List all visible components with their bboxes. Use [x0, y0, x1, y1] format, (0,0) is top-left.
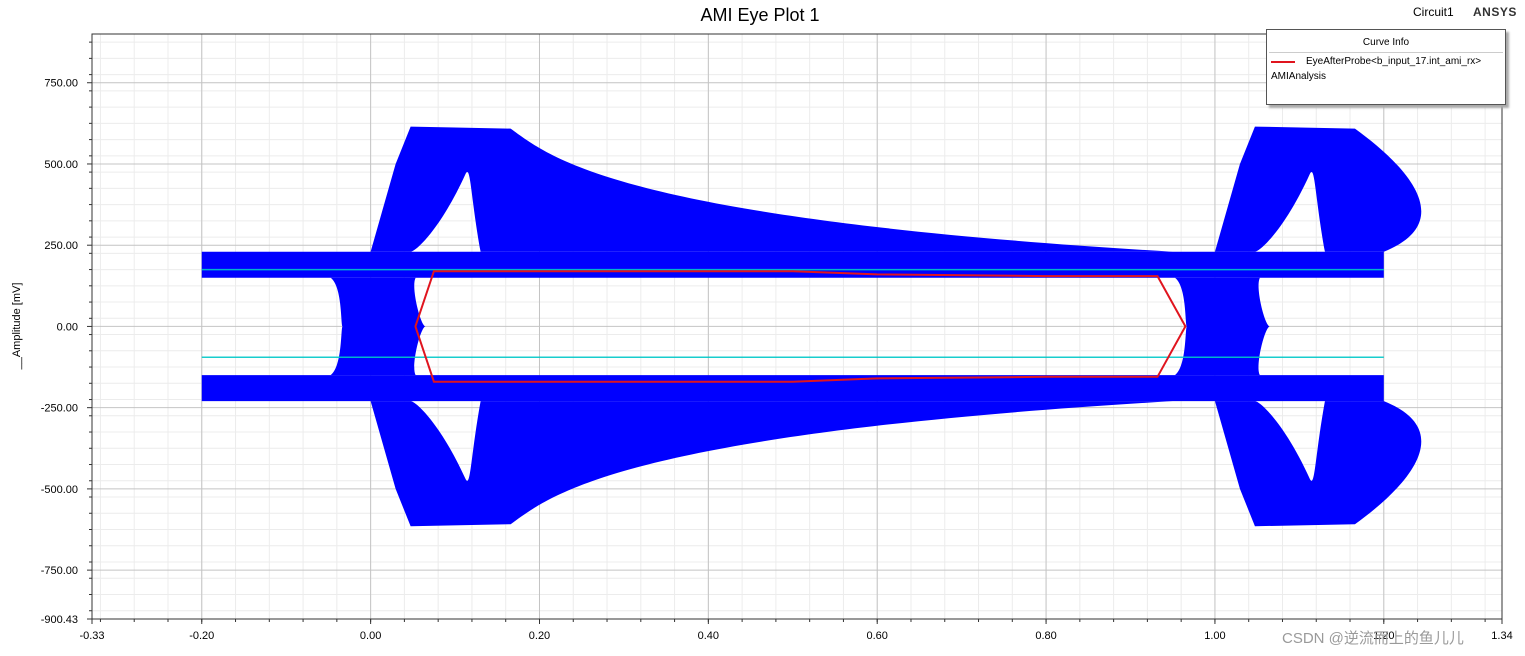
x-tick-label: -0.20: [189, 630, 214, 642]
legend-subentry-label: AMIAnalysis: [1271, 71, 1327, 82]
eye-upper-rail: [201, 251, 1384, 278]
series-point: [792, 380, 794, 383]
legend-entry-label: EyeAfterProbe<b_input_17.int_ami_rx>: [1306, 56, 1482, 67]
y-tick-label: -500.00: [41, 484, 78, 496]
legend-divider: [1269, 52, 1503, 53]
eye-diagram: [201, 126, 1422, 527]
eye-overshoot-right-bottom: [1214, 401, 1422, 527]
series-point: [433, 380, 435, 383]
grid: [91, 34, 1503, 620]
x-tick-label: 1.00: [1204, 630, 1225, 642]
series-point: [1045, 275, 1047, 277]
y-tick-label: 500.00: [44, 159, 78, 171]
eye-overshoot-right-top: [1214, 126, 1422, 252]
y-tick-label: 250.00: [44, 240, 78, 252]
y-tick-label: 0.00: [57, 321, 78, 333]
x-tick-label: -0.33: [79, 630, 104, 642]
series-point: [1156, 376, 1159, 378]
series-point: [1045, 376, 1047, 378]
y-tick-label: -900.43: [41, 614, 78, 626]
series-point: [414, 325, 417, 328]
legend-entry[interactable]: EyeAfterProbe<b_input_17.int_ami_rx>: [1267, 56, 1505, 70]
x-tick-label: 1.20: [1373, 630, 1394, 642]
x-tick-label: 0.40: [698, 630, 719, 642]
x-tick-label: 0.00: [360, 630, 381, 642]
y-axis-label: __Amplitude [mV]: [11, 283, 23, 371]
eye-overshoot-left-bottom: [370, 401, 1173, 527]
eye-crossing-right: [1174, 277, 1270, 376]
legend-swatch: [1271, 61, 1295, 63]
x-tick-label: 0.20: [529, 630, 550, 642]
x-axis: -0.33 -0.20 0.00 0.20 0.40 0.60 0.80 1.00 1.20 1.…: [79, 619, 1513, 642]
eye-contour: [414, 270, 1187, 383]
y-axis: 750.00 500.00 250.00 0.00 -250.00 -500.00 -750…: [41, 41, 92, 626]
x-tick-label: 0.60: [866, 630, 887, 642]
series-point: [1156, 275, 1159, 277]
eye-lower-rail: [201, 375, 1384, 402]
y-tick-label: 750.00: [44, 78, 78, 90]
eye-crossing-left: [330, 277, 426, 376]
y-tick-label: -750.00: [41, 565, 78, 577]
series-point: [792, 270, 794, 273]
series-point: [1184, 325, 1187, 328]
legend-title: Curve Info: [1362, 37, 1410, 48]
eye-overshoot-left-top: [370, 126, 1173, 252]
chart-title: AMI Eye Plot 1: [700, 5, 819, 25]
brand-logo: ANSYS: [1473, 5, 1517, 19]
series-point: [876, 377, 878, 380]
watermark: CSDN @逆流而上的鱼儿儿: [1282, 630, 1464, 647]
circuit-name: Circuit1: [1413, 5, 1454, 19]
series-point: [876, 273, 878, 276]
x-tick-label: 0.80: [1035, 630, 1056, 642]
curve-info-legend[interactable]: Curve Info EyeAfterProbe<b_input_17.int_…: [1266, 29, 1506, 105]
series-point: [433, 270, 435, 273]
x-tick-label: 1.34: [1491, 630, 1512, 642]
y-tick-label: -250.00: [41, 403, 78, 415]
